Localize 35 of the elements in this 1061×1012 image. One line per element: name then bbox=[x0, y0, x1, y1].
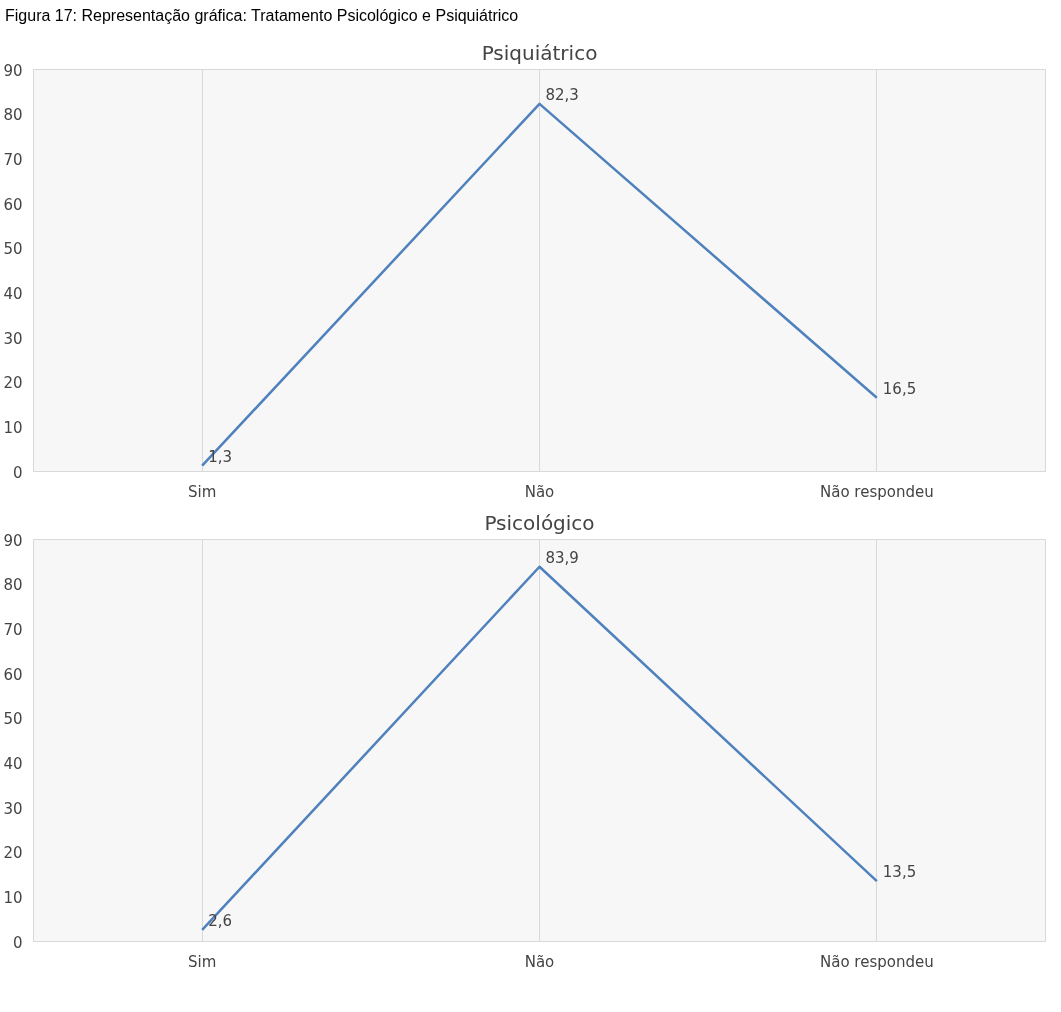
text: 2,6 bbox=[208, 911, 233, 930]
x-tick-label: Sim bbox=[188, 482, 217, 501]
y-tick-label: 50 bbox=[3, 240, 23, 259]
y-tick-label: 10 bbox=[3, 888, 23, 907]
y-tick-label: 0 bbox=[12, 933, 23, 952]
chart-title: Psiquiátrico bbox=[481, 40, 598, 65]
y-tick-label: 90 bbox=[3, 61, 23, 80]
x-tick-label: Não respondeu bbox=[819, 482, 934, 501]
y-tick-label: 90 bbox=[3, 531, 23, 550]
y-tick-label: 60 bbox=[3, 195, 23, 214]
y-tick-label: 80 bbox=[3, 106, 23, 125]
y-tick-label: 80 bbox=[3, 576, 23, 595]
x-tick-label: Não respondeu bbox=[819, 952, 934, 971]
text: 82,3 bbox=[545, 85, 579, 104]
text: 13,5 bbox=[882, 863, 917, 882]
y-tick-label: 40 bbox=[3, 754, 23, 773]
y-tick-label: 40 bbox=[3, 284, 23, 303]
text: 1,3 bbox=[208, 447, 233, 466]
chart-title: Psicológico bbox=[484, 510, 595, 535]
y-tick-label: 0 bbox=[12, 463, 23, 482]
y-tick-label: 60 bbox=[3, 665, 23, 684]
x-tick-label: Não bbox=[524, 482, 555, 501]
text: Figura 17: Representação gráfica: Tratamento Psicológico e Psiquiátrico bbox=[5, 6, 519, 26]
y-tick-label: 30 bbox=[3, 329, 23, 348]
y-tick-label: 70 bbox=[3, 620, 23, 639]
text: 16,5 bbox=[882, 379, 917, 398]
y-tick-label: 20 bbox=[3, 844, 23, 863]
text: 83,9 bbox=[545, 548, 579, 567]
y-tick-label: 20 bbox=[3, 374, 23, 393]
y-tick-label: 50 bbox=[3, 710, 23, 729]
x-tick-label: Não bbox=[524, 952, 555, 971]
x-tick-label: Sim bbox=[188, 952, 217, 971]
y-tick-label: 30 bbox=[3, 799, 23, 818]
y-tick-label: 70 bbox=[3, 150, 23, 169]
y-tick-label: 10 bbox=[3, 418, 23, 437]
